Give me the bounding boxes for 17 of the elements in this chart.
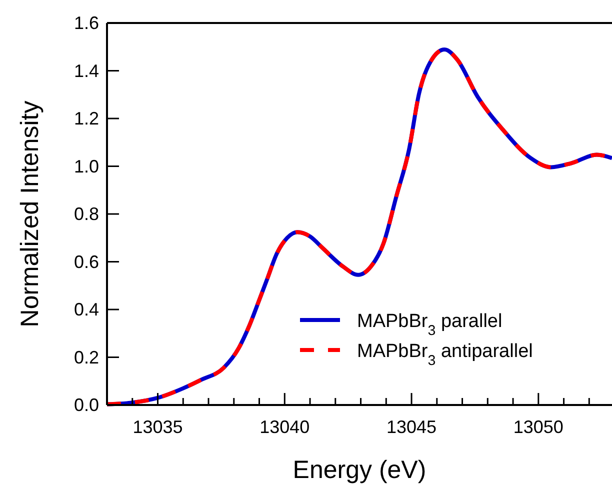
y-tick-label: 0.4: [74, 300, 99, 320]
x-tick-label: 13035: [132, 417, 183, 437]
x-tick-label: 13040: [260, 417, 310, 437]
y-tick-label: 1.4: [74, 60, 99, 81]
y-tick-label: 1.6: [74, 13, 99, 33]
y-tick-label: 0.6: [74, 252, 99, 272]
legend-label: MAPbBr$_{3}$ parallel: [357, 311, 502, 339]
y-tick-label: 1.0: [74, 156, 99, 176]
y-tick-label: 0.0: [74, 395, 99, 415]
legend-label: MAPbBr$_{3}$ antiparallel: [357, 341, 533, 369]
y-tick-label: 0.8: [74, 204, 99, 224]
x-axis-title: Energy (eV): [292, 456, 426, 484]
y-tick-label: 1.2: [74, 108, 99, 128]
y-axis-title: Normalized Intensity: [16, 100, 44, 328]
y-tick-label: 0.2: [74, 347, 99, 368]
x-tick-label: 13045: [386, 417, 437, 437]
x-tick-label: 13050: [513, 417, 564, 437]
